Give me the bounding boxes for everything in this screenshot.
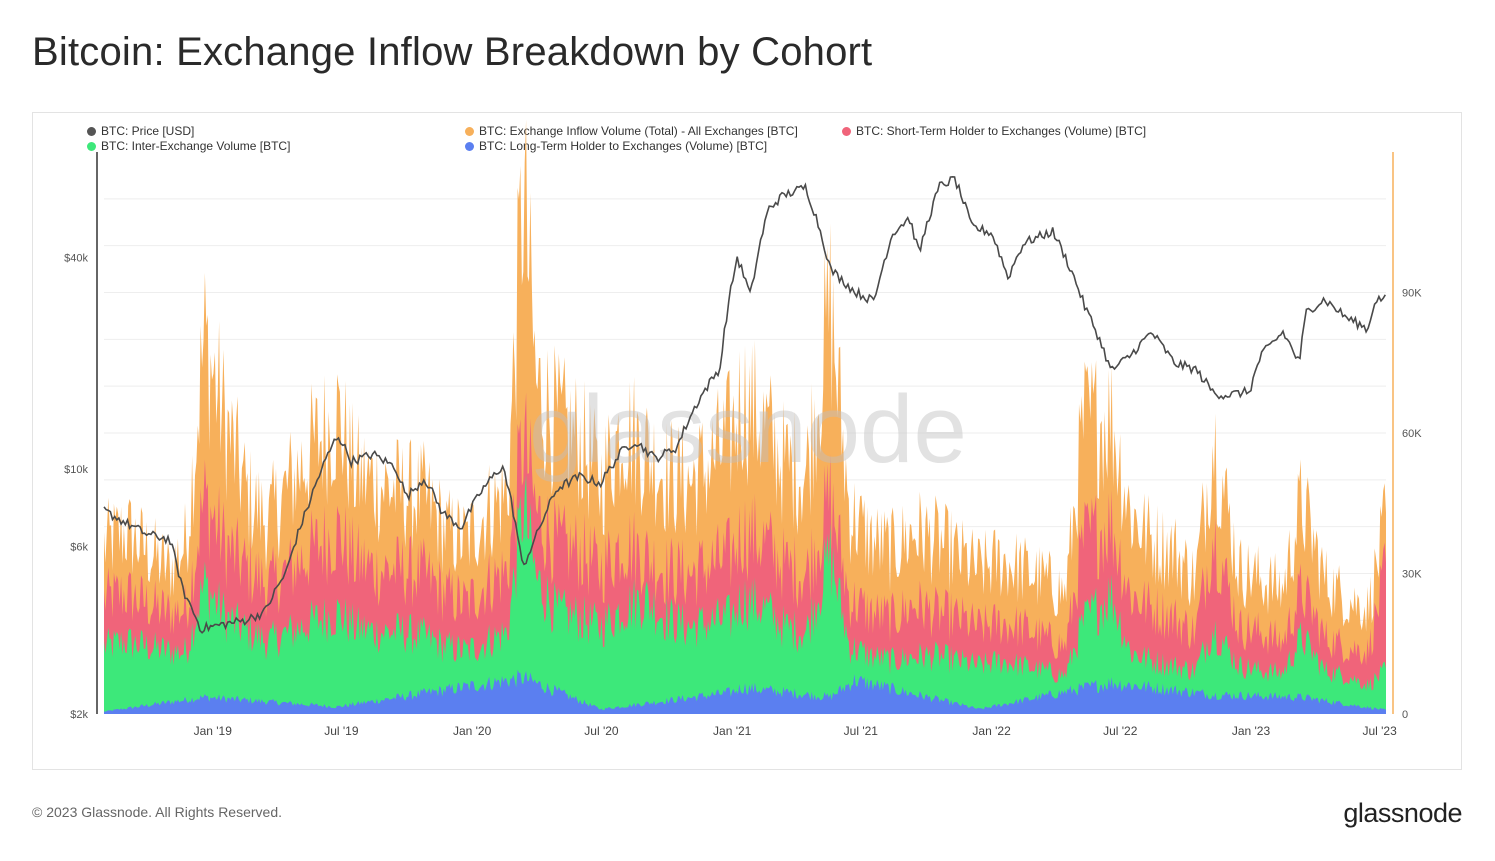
x-tick: Jul '19: [324, 724, 359, 738]
price-line: [103, 175, 1386, 634]
legend-dot-inter-exchange: [87, 141, 96, 151]
y-tick-right: 30K: [1402, 569, 1422, 581]
footer-copyright: © 2023 Glassnode. All Rights Reserved.: [32, 804, 283, 820]
x-tick: Jul '23: [1362, 724, 1397, 738]
legend-dot-lth: [465, 141, 474, 151]
watermark: glassnode: [529, 376, 967, 483]
legend-item-inflow-total[interactable]: BTC: Exchange Inflow Volume (Total) - Al…: [465, 124, 798, 138]
legend-item-price[interactable]: BTC: Price [USD]: [87, 124, 194, 138]
y-tick-left: $2k: [70, 709, 88, 721]
y-tick-left: $40k: [64, 253, 88, 265]
footer-brand-logo: glassnode: [1343, 798, 1462, 828]
area-lth: [104, 669, 1386, 714]
legend-label-price: BTC: Price [USD]: [101, 124, 195, 138]
legend-label-lth: BTC: Long-Term Holder to Exchanges (Volu…: [479, 139, 768, 153]
legend-dot-inflow-total: [465, 126, 474, 136]
y-tick-right: 0: [1402, 709, 1408, 721]
x-tick: Jan '23: [1232, 724, 1271, 738]
x-tick: Jul '22: [1103, 724, 1138, 738]
legend: BTC: Price [USD] BTC: Exchange Inflow Vo…: [87, 124, 1237, 158]
y-tick-right: 60K: [1402, 428, 1422, 440]
legend-item-lth[interactable]: BTC: Long-Term Holder to Exchanges (Volu…: [465, 139, 767, 153]
legend-label-inflow-total: BTC: Exchange Inflow Volume (Total) - Al…: [479, 124, 798, 138]
y-tick-left: $6k: [70, 542, 88, 554]
page-title: Bitcoin: Exchange Inflow Breakdown by Co…: [32, 30, 873, 74]
legend-label-inter-exchange: BTC: Inter-Exchange Volume [BTC]: [101, 139, 291, 153]
y-tick-right: 90K: [1402, 288, 1422, 300]
x-tick: Jan '19: [194, 724, 233, 738]
legend-item-sth[interactable]: BTC: Short-Term Holder to Exchanges (Vol…: [842, 124, 1146, 138]
x-tick: Jul '21: [844, 724, 879, 738]
y-tick-left: $10k: [64, 464, 88, 476]
x-tick: Jan '22: [972, 724, 1011, 738]
area-inter-exchange: [104, 475, 1386, 714]
legend-dot-price: [87, 126, 96, 136]
x-tick: Jul '20: [584, 724, 619, 738]
x-tick: Jan '20: [453, 724, 492, 738]
legend-dot-sth: [842, 126, 851, 136]
x-tick: Jan '21: [713, 724, 752, 738]
chart-frame: [32, 112, 1462, 770]
legend-label-sth: BTC: Short-Term Holder to Exchanges (Vol…: [856, 124, 1147, 138]
legend-item-inter-exchange[interactable]: BTC: Inter-Exchange Volume [BTC]: [87, 139, 290, 153]
